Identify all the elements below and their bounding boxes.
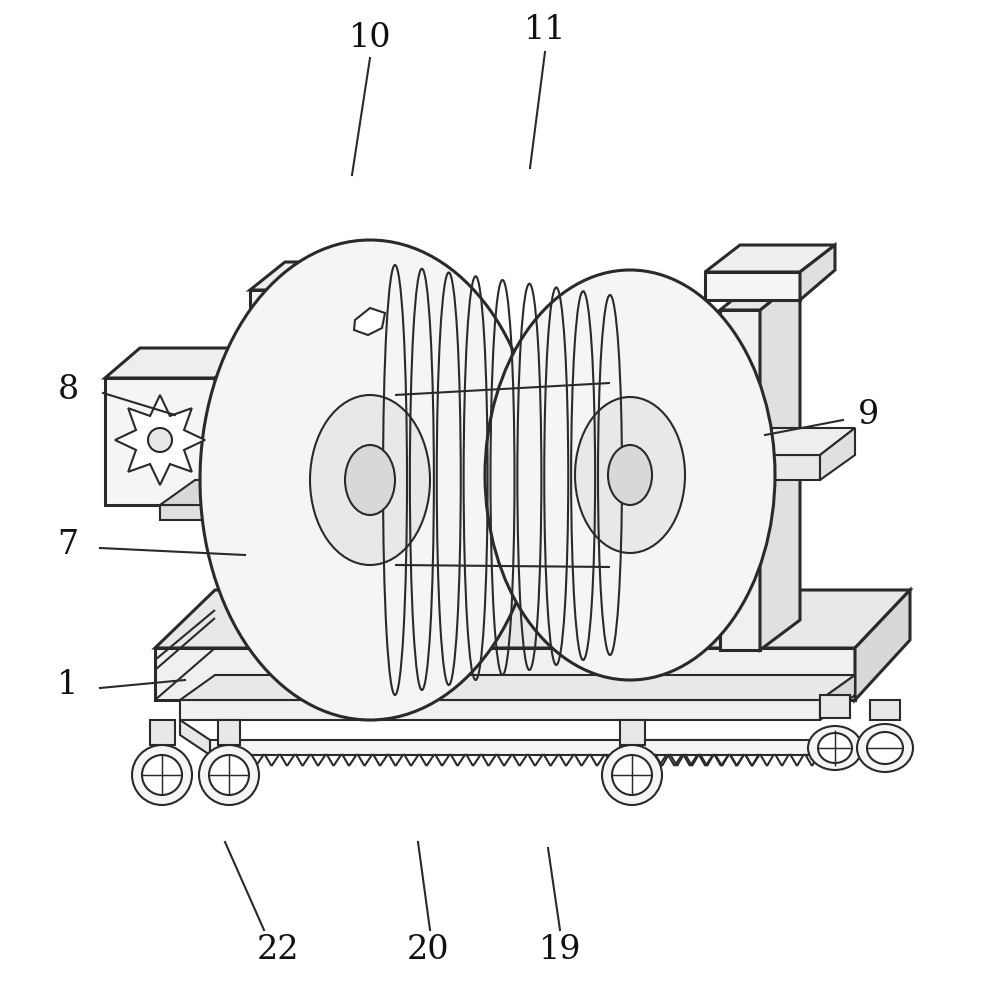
Ellipse shape: [310, 395, 430, 565]
Polygon shape: [820, 428, 855, 480]
Polygon shape: [725, 455, 820, 480]
Polygon shape: [820, 675, 855, 720]
Ellipse shape: [485, 270, 775, 680]
Polygon shape: [720, 310, 760, 650]
Text: 1: 1: [57, 669, 79, 701]
Polygon shape: [620, 720, 645, 745]
Polygon shape: [180, 720, 210, 755]
Text: 20: 20: [407, 934, 449, 966]
Polygon shape: [210, 740, 760, 755]
Ellipse shape: [857, 724, 913, 772]
Ellipse shape: [608, 445, 652, 505]
Ellipse shape: [867, 732, 903, 764]
Polygon shape: [705, 272, 800, 300]
Ellipse shape: [602, 745, 662, 805]
Ellipse shape: [818, 733, 852, 763]
Text: 10: 10: [349, 22, 391, 54]
Polygon shape: [218, 720, 240, 745]
Ellipse shape: [808, 726, 862, 770]
Polygon shape: [215, 348, 252, 505]
Polygon shape: [160, 480, 252, 505]
Text: 8: 8: [57, 374, 79, 406]
Polygon shape: [180, 700, 820, 720]
Polygon shape: [105, 378, 215, 505]
Polygon shape: [270, 325, 310, 650]
Ellipse shape: [209, 755, 249, 795]
Polygon shape: [720, 278, 800, 310]
Polygon shape: [270, 295, 345, 325]
Polygon shape: [155, 590, 910, 648]
Polygon shape: [155, 648, 855, 700]
Text: 22: 22: [257, 934, 299, 966]
Polygon shape: [820, 695, 850, 718]
Ellipse shape: [575, 397, 685, 553]
Ellipse shape: [132, 745, 192, 805]
Ellipse shape: [612, 755, 652, 795]
Polygon shape: [760, 278, 800, 650]
Polygon shape: [250, 290, 345, 315]
Polygon shape: [345, 262, 380, 315]
Polygon shape: [725, 428, 855, 455]
Text: 19: 19: [539, 934, 581, 966]
Polygon shape: [870, 700, 900, 720]
Text: 7: 7: [57, 529, 79, 561]
Polygon shape: [180, 675, 855, 700]
Ellipse shape: [199, 745, 259, 805]
Polygon shape: [800, 245, 835, 300]
Polygon shape: [250, 262, 380, 290]
Polygon shape: [160, 505, 215, 520]
Polygon shape: [115, 395, 205, 485]
Text: 9: 9: [858, 399, 879, 431]
Polygon shape: [620, 740, 820, 755]
Polygon shape: [150, 720, 175, 745]
Polygon shape: [354, 308, 385, 335]
Ellipse shape: [142, 755, 182, 795]
Polygon shape: [855, 590, 910, 700]
Polygon shape: [705, 245, 835, 272]
Text: 11: 11: [524, 14, 566, 46]
Polygon shape: [105, 348, 252, 378]
Ellipse shape: [148, 428, 172, 452]
Ellipse shape: [345, 445, 395, 515]
Ellipse shape: [200, 240, 540, 720]
Polygon shape: [310, 295, 345, 650]
